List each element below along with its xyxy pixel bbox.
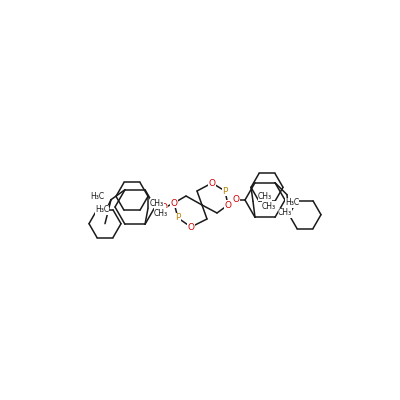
Text: O: O	[170, 198, 178, 208]
Text: H₃C: H₃C	[285, 198, 299, 207]
Text: CH₃: CH₃	[150, 199, 164, 208]
Text: CH₃: CH₃	[278, 208, 292, 217]
Text: O: O	[160, 202, 168, 212]
Text: P: P	[222, 186, 228, 196]
Text: CH₃: CH₃	[262, 202, 276, 211]
Text: H₃C: H₃C	[90, 192, 104, 201]
Text: CH₃: CH₃	[154, 209, 168, 218]
Text: O: O	[208, 178, 216, 188]
Text: O: O	[232, 196, 240, 204]
Text: P: P	[175, 214, 181, 222]
Text: O: O	[224, 200, 232, 210]
Text: O: O	[188, 222, 194, 232]
Text: CH₃: CH₃	[258, 192, 272, 201]
Text: H₃C: H₃C	[95, 205, 109, 214]
